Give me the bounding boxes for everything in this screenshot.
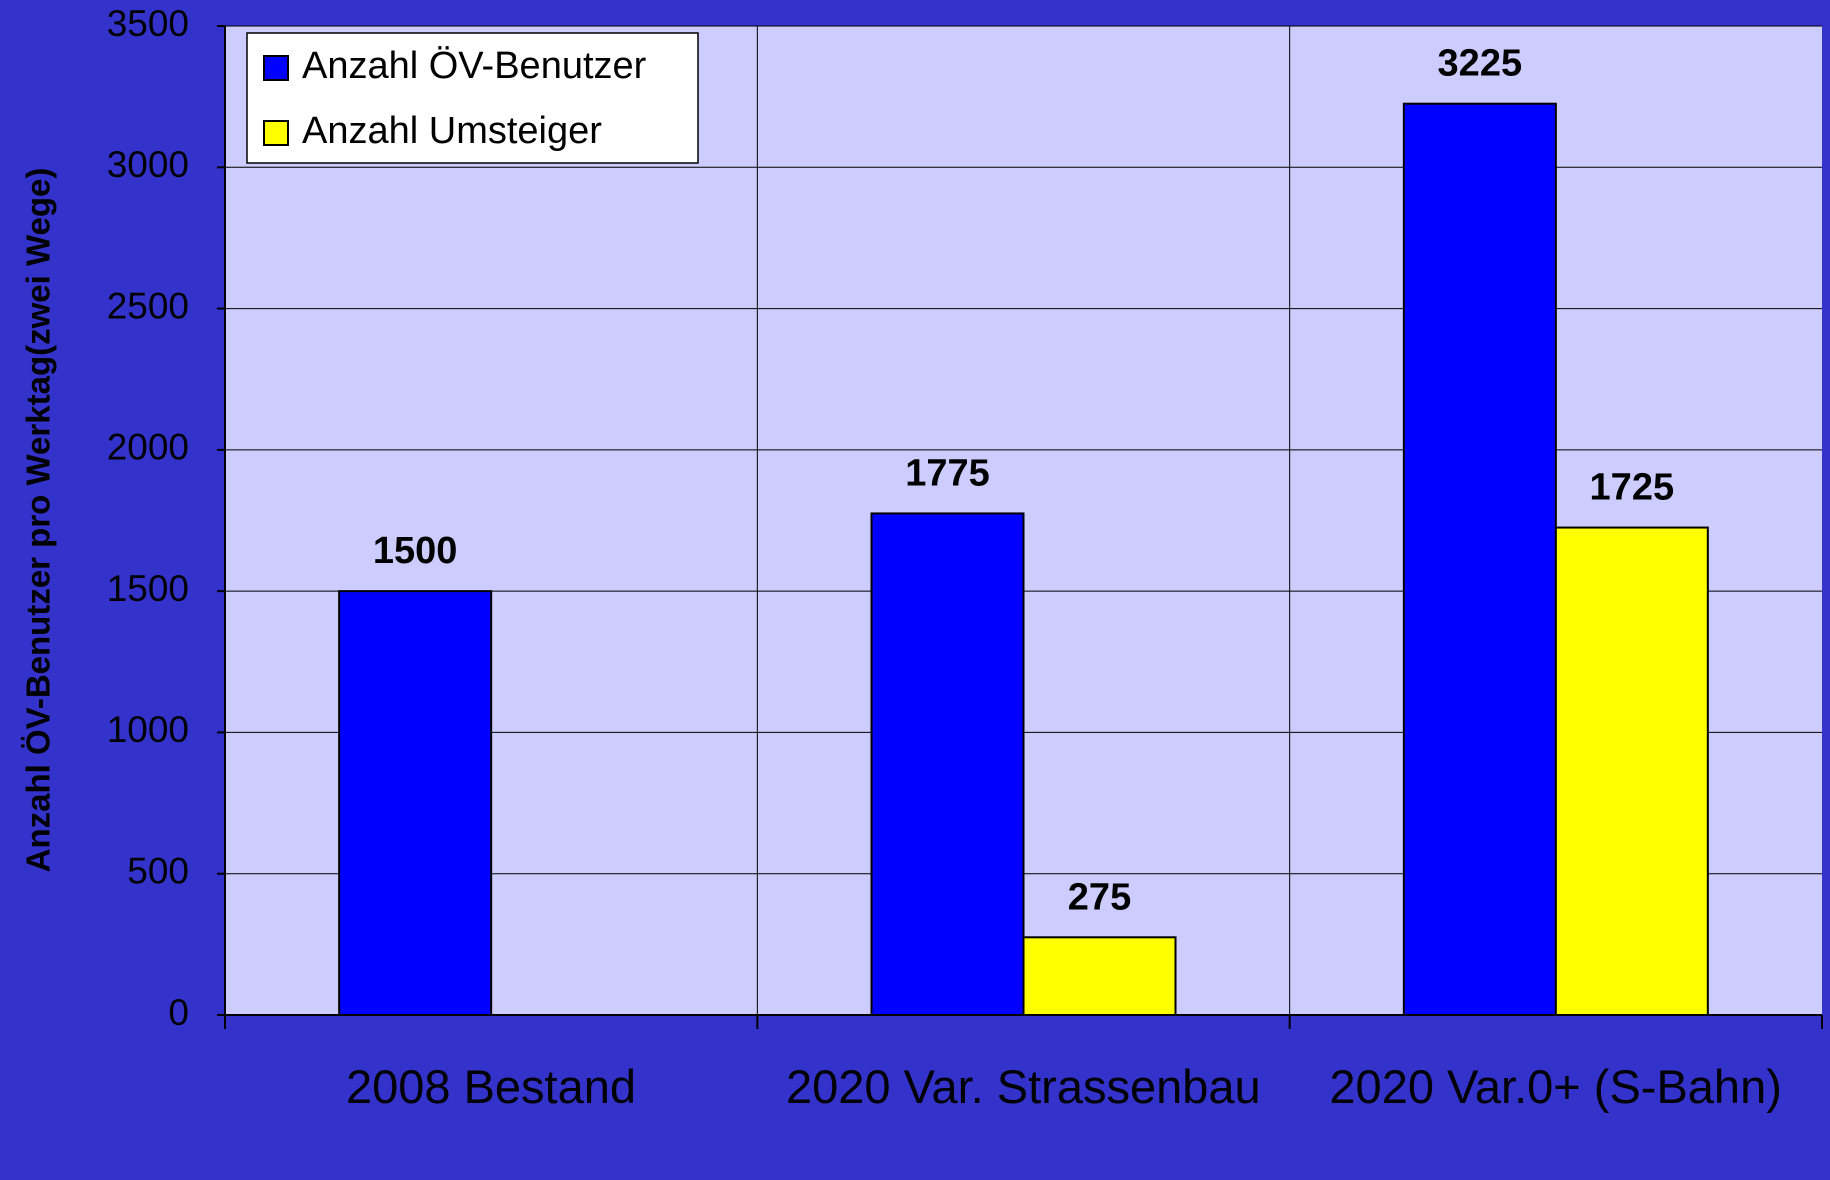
x-tick-label: 2008 Bestand [345, 1060, 637, 1113]
bar [338, 590, 493, 1017]
y-tick-label: 3000 [107, 144, 189, 185]
legend-swatch [263, 120, 289, 146]
legend-label: Anzahl Umsteiger [302, 110, 602, 152]
y-tick-label: 1000 [107, 709, 189, 750]
legend-box [246, 32, 699, 164]
data-label: 3225 [1438, 43, 1523, 85]
data-label: 1500 [373, 530, 458, 572]
bar [1554, 526, 1709, 1016]
legend-swatch [263, 55, 289, 81]
y-axis-title: Anzahl ÖV-Benutzer pro Werktag(zwei Wege… [20, 168, 57, 873]
bar [1402, 102, 1557, 1016]
y-tick-label: 500 [127, 850, 189, 891]
data-label: 1775 [905, 452, 990, 494]
y-tick-label: 1500 [107, 568, 189, 609]
x-tick-label: 2020 Var. Strassenbau [785, 1060, 1261, 1113]
y-tick-label: 2500 [107, 285, 189, 326]
legend-label: Anzahl ÖV-Benutzer [302, 45, 647, 87]
y-tick-label: 2000 [107, 427, 189, 468]
y-tick-label: 3500 [107, 3, 189, 44]
data-label: 275 [1068, 876, 1131, 918]
bar [1022, 936, 1177, 1016]
data-label: 1725 [1590, 467, 1675, 509]
bar [870, 512, 1025, 1017]
y-tick-label: 0 [168, 992, 189, 1033]
x-tick-label: 2020 Var.0+ (S-Bahn) [1329, 1060, 1782, 1113]
